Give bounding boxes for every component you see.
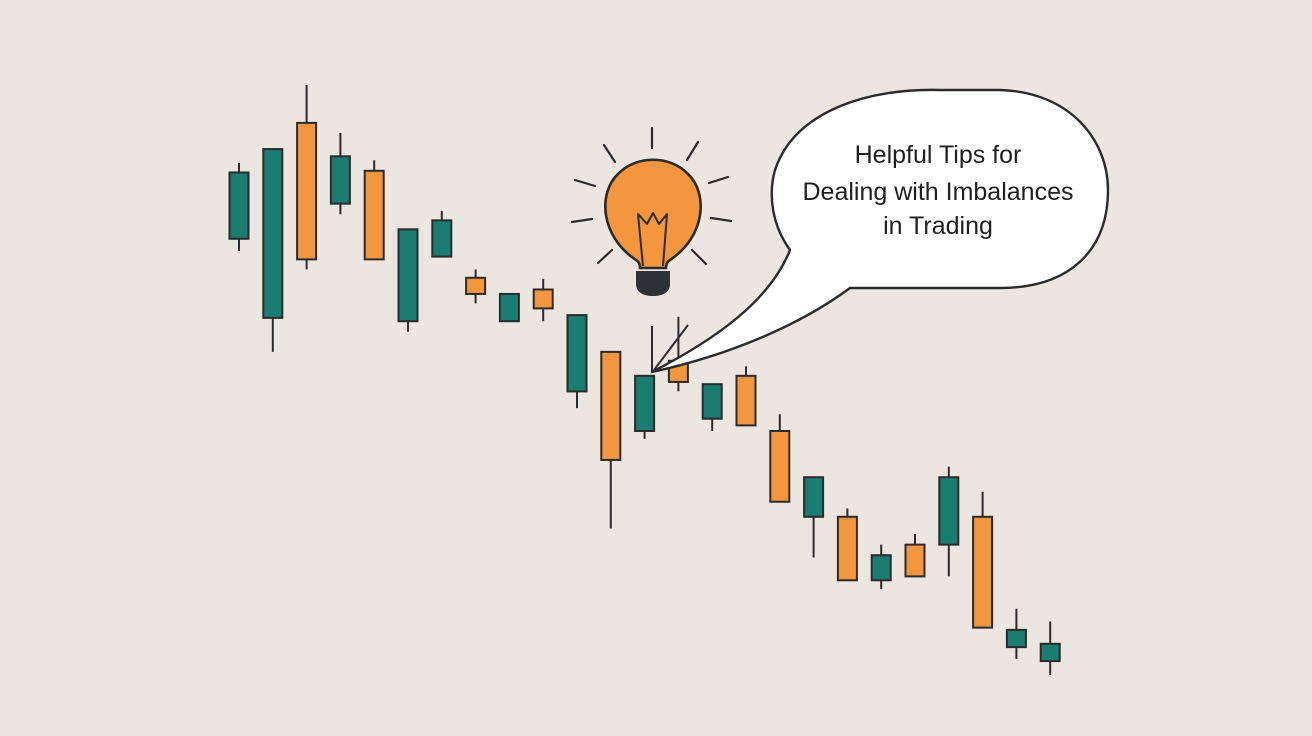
speech-bubble: Helpful Tips for Dealing with Imbalances… [650,88,1110,374]
callout-line-1: Helpful Tips for [855,141,1022,169]
candle-body [904,543,926,578]
candle-24 [1005,608,1027,659]
candle-21 [904,534,926,578]
candle-body [465,276,487,295]
bulb-filament [637,212,668,267]
bulb-base [636,271,670,296]
callout-line-3: in Trading [883,212,993,240]
bulb-rays [570,126,733,266]
candle-16 [735,366,757,427]
candle-body [803,476,825,518]
candle-12 [600,350,622,529]
callout-pointer-line-2 [653,324,689,371]
candle-9 [498,292,520,323]
candle-body [363,169,385,261]
candle-23 [972,491,994,629]
candle-10 [532,278,554,322]
candle-body [735,374,757,427]
candle-18 [803,476,825,558]
candles-group [228,85,1061,675]
candle-11 [566,314,588,409]
candle-body [532,288,554,310]
candle-19 [836,508,858,582]
candle-body [431,219,453,258]
callout-line-2: Dealing with Imbalances [803,178,1074,206]
candle-body [498,292,520,323]
candle-1 [228,162,250,252]
candle-2 [262,148,284,352]
candle-body [972,515,994,629]
speech-bubble-shape [650,88,1110,374]
candle-22 [938,466,960,577]
candle-body [397,228,419,323]
candle-17 [769,414,791,503]
lightbulb-icon [570,126,733,296]
candle-body [566,314,588,393]
candle-3 [296,85,318,270]
candle-body [1005,628,1027,649]
candle-4 [329,132,351,215]
candle-body [870,554,892,582]
candle-6 [397,228,419,332]
candle-body [769,429,791,503]
candle-body [634,374,656,432]
candle-20 [870,544,892,590]
candle-body [228,171,250,240]
candle-8 [465,269,487,304]
candle-body [600,350,622,461]
candle-body [938,476,960,546]
candle-7 [431,210,453,258]
candle-body [296,121,318,261]
candle-15 [701,383,723,431]
candle-body [329,155,351,205]
candle-25 [1039,621,1061,675]
candle-13 [634,374,656,439]
candle-5 [363,160,385,261]
candle-body [1039,642,1061,663]
candle-body [836,515,858,582]
candle-body [701,383,723,420]
candle-body [262,148,284,319]
